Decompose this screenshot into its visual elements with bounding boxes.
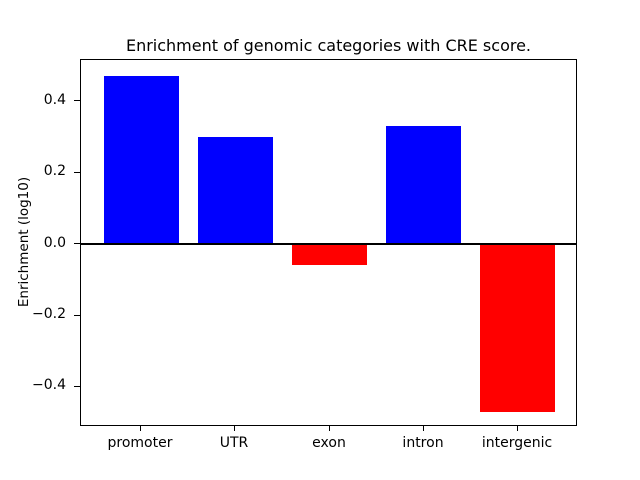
x-tick: [329, 426, 330, 431]
chart-title: Enrichment of genomic categories with CR…: [125, 36, 532, 55]
x-tick: [423, 426, 424, 431]
y-tick: [74, 172, 80, 173]
zero-line: [81, 243, 576, 246]
bar-promoter: [103, 76, 179, 245]
plot-area: [80, 59, 577, 426]
x-tick-label: exon: [312, 435, 346, 451]
y-tick-label: 0.0: [43, 235, 66, 251]
bar-intergenic: [480, 244, 556, 412]
y-tick: [74, 100, 80, 101]
x-tick: [517, 426, 518, 431]
x-tick-label: intron: [402, 435, 444, 451]
y-tick-label: −0.4: [32, 377, 66, 393]
bar-exon: [291, 244, 368, 266]
x-tick-label: intergenic: [481, 435, 553, 451]
x-tick-label: promoter: [107, 435, 173, 451]
y-tick-label: −0.2: [32, 306, 66, 322]
bar-intron: [385, 126, 462, 245]
y-tick: [74, 315, 80, 316]
bar-UTR: [197, 136, 274, 245]
y-tick-label: 0.4: [43, 92, 66, 108]
x-tick: [140, 426, 141, 431]
y-tick-label: 0.2: [43, 163, 66, 179]
y-tick: [74, 386, 80, 387]
x-tick: [234, 426, 235, 431]
y-tick: [74, 243, 80, 244]
x-tick-label: UTR: [219, 435, 249, 451]
